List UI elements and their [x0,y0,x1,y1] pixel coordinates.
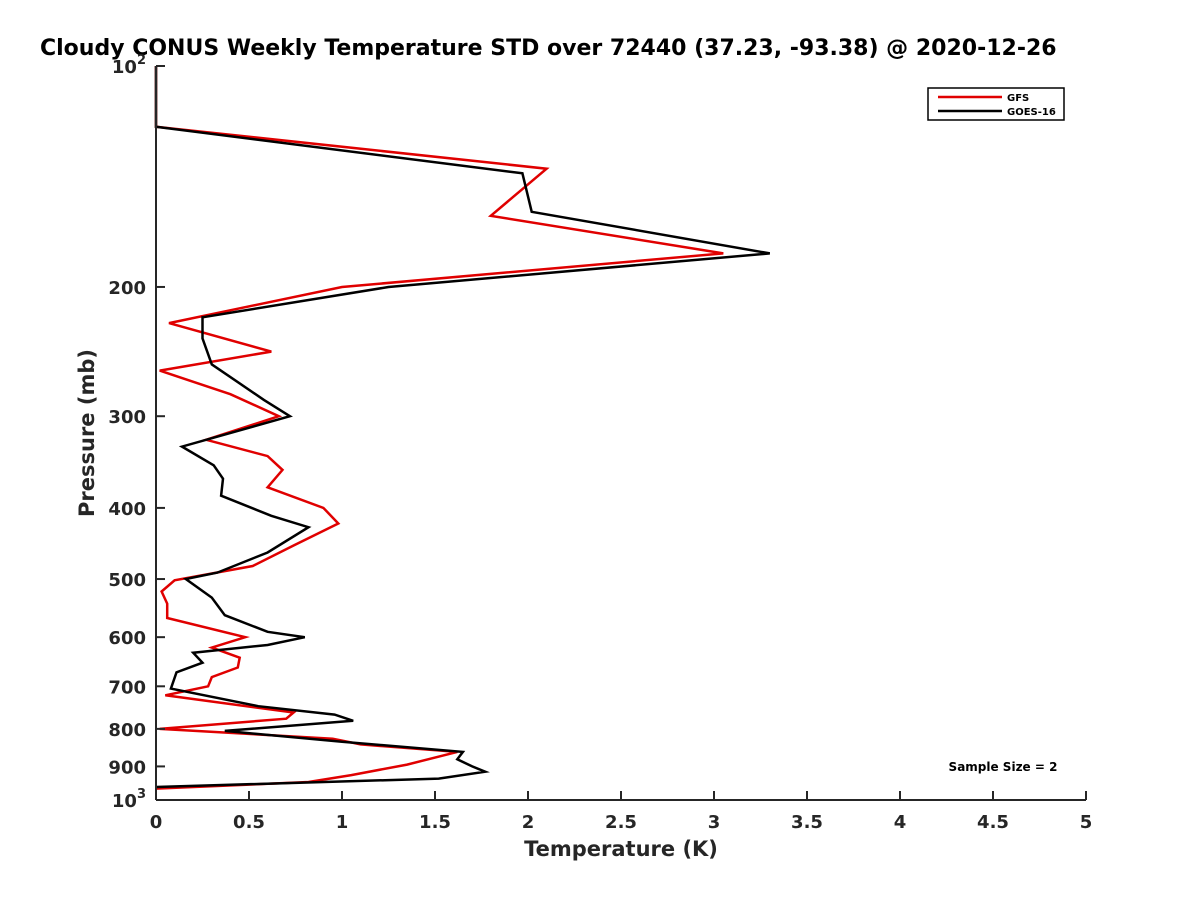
legend: GFS GOES-16 [927,87,1065,121]
y-tick-label: 500 [108,570,146,591]
y-axis-title: Pressure (mb) [75,349,99,517]
x-tick-label: 4 [894,812,907,833]
y-tick-label-base: 600 [108,628,146,649]
legend-box [927,87,1065,121]
y-tick-label-exponent: 2 [137,53,146,68]
series-layer [154,66,771,790]
y-tick-label-base: 900 [108,757,146,778]
y-tick-label: 900 [108,757,146,778]
y-tick-label: 300 [108,407,146,428]
y-tick-label: 102 [112,53,146,78]
x-tick-label: 2.5 [605,812,637,833]
y-tick-label: 800 [108,720,146,741]
chart-title: Cloudy CONUS Weekly Temperature STD over… [40,36,1057,61]
series-line-goes16 [154,66,771,789]
x-tick-label: 0 [150,812,163,833]
x-tick-label: 4.5 [977,812,1009,833]
y-tick-label-base: 400 [108,499,146,520]
legend-label-goes16: GOES-16 [1007,107,1056,118]
x-tick-label: 2 [522,812,535,833]
y-tick-label-base: 500 [108,570,146,591]
y-tick-label-base: 700 [108,677,146,698]
y-tick-label-base: 300 [108,407,146,428]
x-axis-ticks: 0 0.5 1 1.5 2 2.5 3 3.5 4 4.5 5 [150,791,1093,833]
x-tick-label: 3 [708,812,721,833]
y-tick-label-exponent: 3 [137,787,146,802]
x-tick-label: 1.5 [419,812,451,833]
y-tick-label: 600 [108,628,146,649]
x-tick-label: 3.5 [791,812,823,833]
y-tick-label: 103 [112,787,146,812]
x-axis-title: Temperature (K) [524,837,718,861]
y-tick-label-base: 10 [112,791,137,812]
sample-size-annotation: Sample Size = 2 [949,760,1058,774]
y-tick-label-base: 800 [108,720,146,741]
x-tick-label: 5 [1080,812,1093,833]
x-tick-label: 1 [336,812,349,833]
y-tick-label-base: 10 [112,57,137,78]
y-tick-label: 700 [108,677,146,698]
y-tick-label: 200 [108,278,146,299]
plot-area [156,66,1086,800]
y-tick-label: 400 [108,499,146,520]
plot-background [156,66,1086,800]
x-tick-label: 0.5 [233,812,265,833]
legend-label-gfs: GFS [1007,93,1029,104]
y-tick-label-base: 200 [108,278,146,299]
